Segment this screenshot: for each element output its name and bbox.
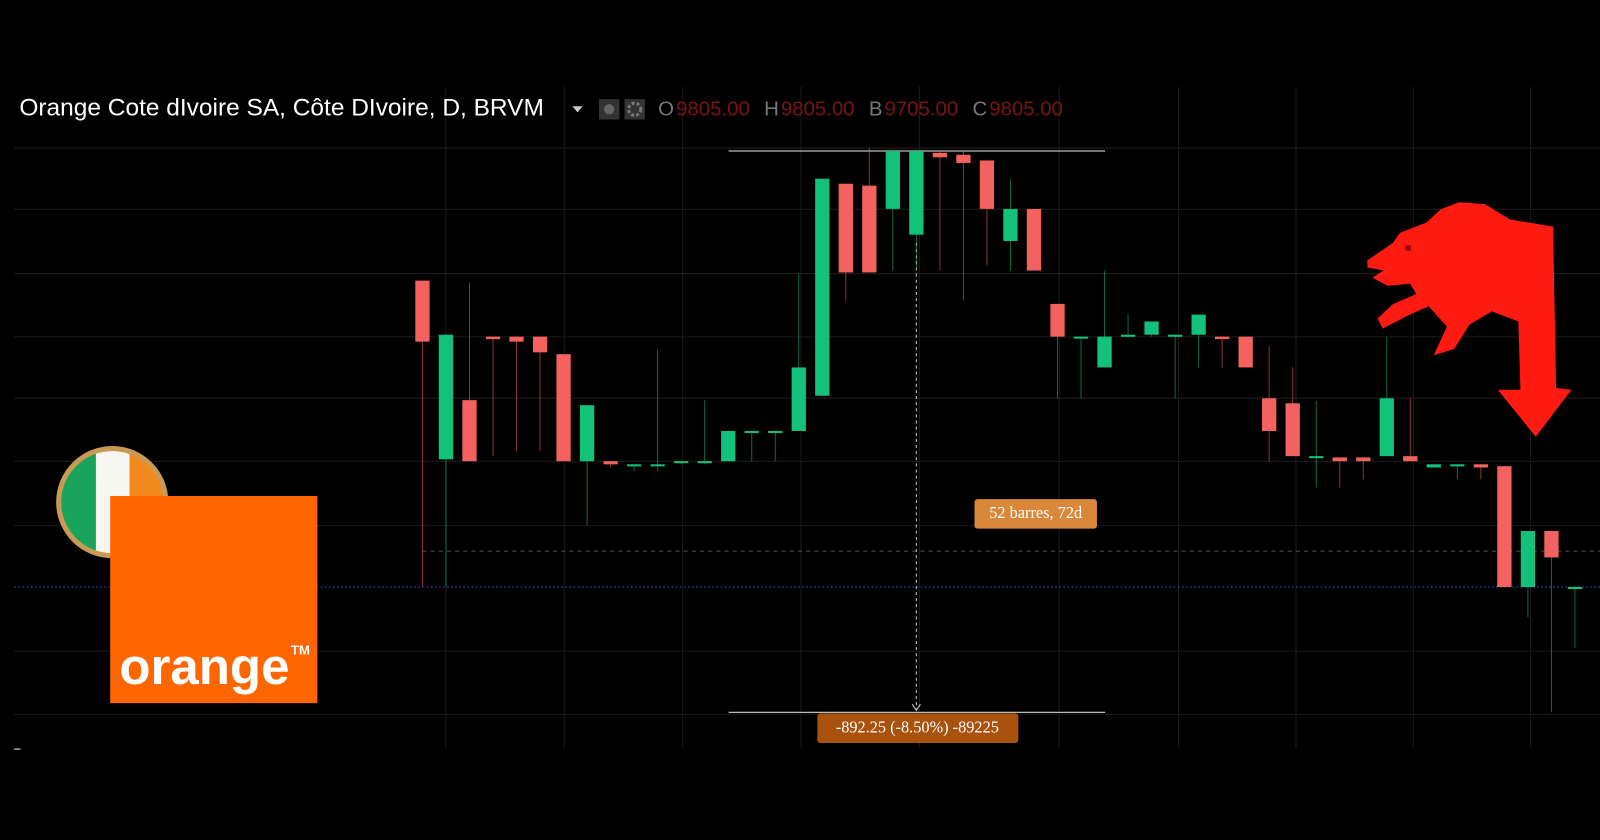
candle-body — [1473, 464, 1489, 468]
candle-body — [1403, 456, 1418, 462]
candle-body — [1450, 464, 1465, 467]
logo-mark: TM — [291, 643, 310, 658]
candle-body — [1050, 303, 1065, 337]
chart-title: Orange Cote dIvoire SA, Côte DIvoire, D,… — [19, 95, 543, 122]
candle-body — [744, 430, 759, 434]
candle-body — [509, 336, 524, 342]
bear-eye — [1405, 245, 1412, 252]
bars-label-box — [974, 499, 1097, 529]
plot: 52 barres, 72d -892.25 (-8.50%) -89225 — [14, 147, 1600, 743]
ohlc-value: 9805.00 — [989, 99, 1063, 121]
ohlc-letter: C — [973, 99, 988, 121]
candle-body — [932, 152, 948, 158]
measure-arrow-head — [911, 703, 921, 712]
candle-body — [1215, 336, 1230, 340]
candle-body — [1567, 587, 1583, 590]
ohlc-letter: O — [658, 99, 674, 121]
candle-body — [532, 336, 548, 353]
ohlc-header: O 9805.00 H 9805.00 B 9705.00 C 9805.00 — [658, 99, 1063, 121]
candle-body — [650, 464, 665, 467]
candle-body — [415, 280, 430, 342]
ohlc-letter: B — [869, 99, 883, 121]
candle-body — [1379, 398, 1394, 457]
candle-body — [1285, 403, 1300, 457]
settings-icon-gear — [627, 101, 643, 117]
eye-icon-dot — [604, 104, 615, 115]
candle-body — [909, 151, 924, 235]
candle-body — [1191, 314, 1206, 335]
candle-body — [838, 183, 853, 273]
candle-body — [956, 154, 971, 163]
candle-body — [1026, 208, 1042, 271]
candle-body — [1144, 321, 1159, 335]
candle-body — [1097, 336, 1112, 368]
candle-body — [1426, 464, 1441, 468]
candle-body — [603, 461, 618, 465]
candle-body — [1520, 531, 1536, 588]
candle-body — [1544, 531, 1559, 558]
change-label: -892.25 (-8.50%) -89225 — [836, 717, 999, 736]
candle-body — [768, 430, 783, 434]
logo-box — [110, 496, 318, 704]
candle-body — [697, 461, 712, 464]
candle-body — [791, 367, 806, 431]
candle-body — [1167, 334, 1183, 337]
candle-body — [674, 461, 689, 464]
candle-body — [862, 185, 877, 273]
candle-body — [1262, 398, 1277, 431]
ohlc-letter: H — [764, 99, 779, 121]
candle-body — [721, 430, 736, 462]
dropdown-icon[interactable] — [572, 106, 583, 113]
bars-label: 52 barres, 72d — [989, 503, 1082, 522]
candle-body — [485, 336, 501, 340]
candle-body — [885, 151, 900, 209]
ohlc-value: 9805.00 — [781, 99, 855, 121]
candle-body — [438, 334, 454, 460]
ohlc-value: 9805.00 — [676, 99, 750, 121]
candle-body — [1238, 336, 1253, 368]
logo-text: orange — [119, 638, 289, 695]
candle-body — [1356, 457, 1371, 462]
bear-arrow-icon — [1367, 202, 1572, 437]
candle-body — [1120, 334, 1136, 337]
candle-body — [1497, 466, 1512, 588]
ohlc-value: 9705.00 — [885, 99, 959, 121]
candle-body — [462, 400, 477, 462]
candle-body — [626, 464, 642, 467]
candle-body — [1309, 456, 1324, 459]
candle-body — [556, 354, 571, 462]
candle-body — [1073, 336, 1089, 339]
candle-body — [1332, 457, 1347, 462]
candle-body — [815, 178, 830, 396]
candle-body — [1003, 208, 1018, 241]
change-label-box — [817, 713, 1019, 743]
candle-body — [579, 405, 595, 462]
candle-body — [979, 160, 995, 209]
